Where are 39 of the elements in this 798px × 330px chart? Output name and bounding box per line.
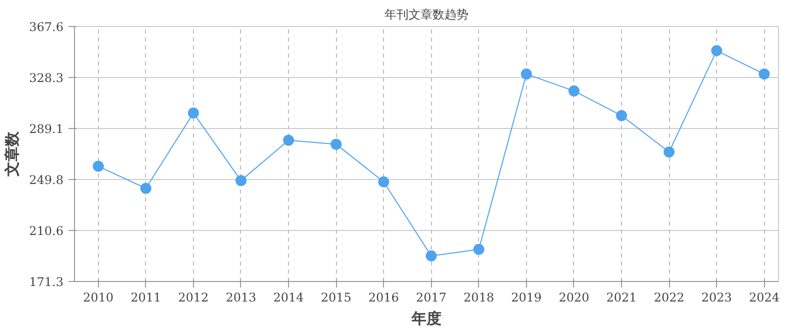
x-tick-label: 2022 <box>654 290 684 304</box>
point <box>330 138 342 150</box>
x-tick-label: 2020 <box>558 290 590 304</box>
point <box>235 175 246 186</box>
x-axis-title: 年度 <box>410 310 442 328</box>
point <box>378 176 390 188</box>
x-tick-label: 2019 <box>511 290 542 304</box>
x-tick-label: 2024 <box>748 290 780 304</box>
x-tick-label: 2013 <box>226 290 256 304</box>
point <box>664 146 675 158</box>
x-tick-label: 2011 <box>130 290 162 304</box>
y-tick-label: 171.3 <box>29 275 64 289</box>
y-tick-label: 367.6 <box>29 20 64 34</box>
point <box>758 68 770 80</box>
x-tick-label: 2012 <box>178 290 209 304</box>
point <box>616 110 628 122</box>
y-tick-label: 289.1 <box>29 122 64 136</box>
x-tick-label: 2010 <box>83 290 114 304</box>
point <box>568 85 580 96</box>
x-tick-label: 2018 <box>464 290 494 304</box>
x-tick-label: 2014 <box>273 290 304 304</box>
point <box>188 108 199 119</box>
y-tick-label: 249.8 <box>29 173 64 188</box>
x-tick-label: 2023 <box>701 290 732 304</box>
x-tick-label: 2016 <box>368 290 399 304</box>
point <box>140 182 152 194</box>
point <box>520 68 532 80</box>
y-axis-title: 文章数 <box>3 130 22 178</box>
y-tick-label: 210.6 <box>29 224 64 238</box>
x-tick-label: 2015 <box>320 290 352 304</box>
chart-title: 年刊文章数趋势 <box>384 8 468 22</box>
point <box>92 160 104 172</box>
point <box>473 244 484 255</box>
y-tick-label: 328.3 <box>29 71 64 86</box>
x-tick-label: 2021 <box>606 290 637 304</box>
point <box>426 250 437 262</box>
x-tick-label: 2017 <box>416 290 447 304</box>
point <box>283 134 294 146</box>
point <box>711 45 722 56</box>
